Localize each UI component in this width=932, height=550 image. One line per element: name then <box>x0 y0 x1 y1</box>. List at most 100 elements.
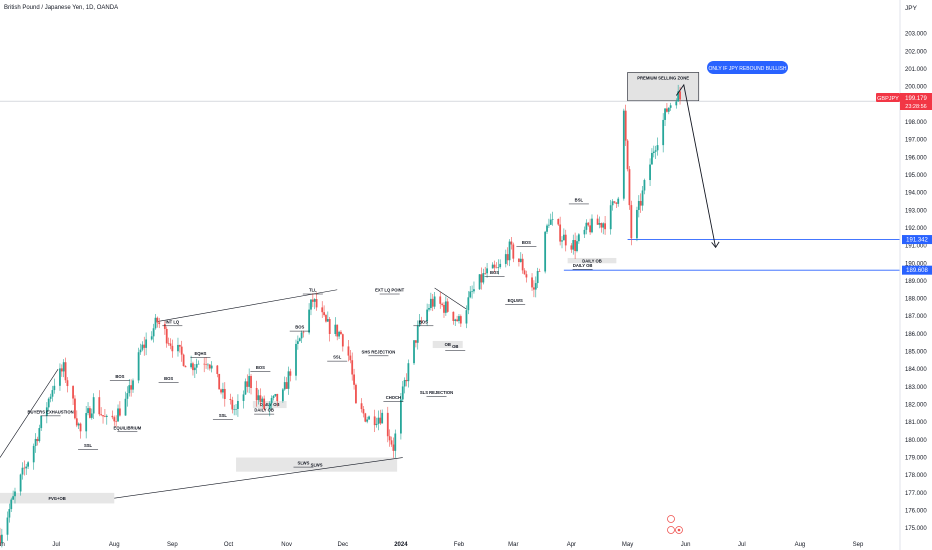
annotation-label[interactable]: DAILY OB <box>254 408 274 413</box>
candle-body <box>118 408 121 416</box>
candle-body <box>473 289 475 292</box>
candle-body <box>141 344 144 350</box>
trendline[interactable] <box>434 287 467 310</box>
annotation-label[interactable]: BOS <box>295 325 304 330</box>
candle-body <box>609 205 612 230</box>
trendline[interactable] <box>0 369 59 458</box>
y-tick-label: 178.000 <box>905 473 927 479</box>
candle-body <box>534 283 537 290</box>
candle-body <box>237 400 239 409</box>
candle-body <box>85 413 88 432</box>
candle-body <box>469 291 472 298</box>
candle-body <box>598 223 601 225</box>
candle-body <box>154 317 157 329</box>
annotation-label[interactable]: EQHS <box>195 351 207 356</box>
callout-note[interactable]: ONLY IF JPY REBOUND BULLISH <box>707 61 788 74</box>
trendline[interactable] <box>157 289 338 322</box>
y-tick-label: 192.000 <box>905 226 927 232</box>
candle-body <box>486 268 488 274</box>
candle-body <box>521 258 524 271</box>
chart-replay-icon[interactable] <box>667 515 675 523</box>
candle-body <box>150 336 153 340</box>
annotation-label[interactable]: SSL <box>84 443 93 448</box>
settings-icon[interactable] <box>667 526 675 534</box>
annotation-label[interactable]: BOS <box>419 319 428 324</box>
y-tick-label: 187.000 <box>905 314 927 320</box>
annotation-label[interactable]: SLWS <box>298 461 310 466</box>
candle-body <box>600 223 603 228</box>
annotation-label[interactable]: BUYERS EXHAUSTION <box>28 409 74 414</box>
candle-body <box>491 264 494 269</box>
annotation-label[interactable]: BOS <box>522 240 531 245</box>
annotation-label[interactable]: BOS <box>164 376 173 381</box>
zone-box[interactable] <box>236 457 398 472</box>
annotation-label[interactable]: TLL <box>309 288 317 293</box>
candle-body <box>626 140 629 170</box>
level-2-tag[interactable]: 189.608 <box>902 265 932 275</box>
annotation-label[interactable]: BOS <box>490 270 499 275</box>
zone-box[interactable] <box>567 257 617 264</box>
x-tick-label: Oct <box>224 542 234 548</box>
candle-body <box>679 91 681 100</box>
candle-body <box>100 414 103 416</box>
alert-icon[interactable] <box>675 526 683 534</box>
candle-body <box>60 368 63 372</box>
trendline[interactable] <box>114 457 403 499</box>
candle-body <box>248 376 251 387</box>
candle-body <box>197 363 200 365</box>
annotation-label[interactable]: OB <box>452 344 458 349</box>
x-tick-label: Mar <box>508 542 518 548</box>
x-tick-label: Feb <box>454 542 465 548</box>
candle-body <box>454 319 457 321</box>
annotation-label[interactable]: CHOCH <box>386 395 401 400</box>
candle-body <box>525 274 528 278</box>
zone-box[interactable] <box>432 340 463 349</box>
candle-body <box>87 408 89 414</box>
candle-body <box>51 390 54 397</box>
candle-body <box>551 218 554 220</box>
annotation-label[interactable]: BOS <box>115 374 124 379</box>
candle-body <box>23 467 26 469</box>
annotation-label[interactable]: SLS REJECTION <box>420 390 453 395</box>
candle-body <box>274 393 277 396</box>
candle-body <box>261 398 264 402</box>
annotation-label[interactable]: DAILY OB <box>573 263 593 268</box>
annotation-label[interactable]: EQLWS <box>508 298 523 303</box>
y-tick-label: 176.000 <box>905 509 927 515</box>
candle-body <box>268 402 271 410</box>
candle-body <box>518 258 520 262</box>
x-tick-label: Aug <box>109 542 120 548</box>
candle-body <box>628 169 631 206</box>
zone-box[interactable] <box>0 492 115 504</box>
annotation-label[interactable]: EXT LQ POINT <box>375 288 405 293</box>
candle-body <box>405 379 408 382</box>
annotation-label[interactable]: BOS <box>256 365 265 370</box>
candle-body <box>145 339 148 348</box>
current-price-tag[interactable]: 199.179 23:28:56 <box>900 93 932 110</box>
candle-body <box>295 343 297 376</box>
annotation-label[interactable]: BSL <box>575 197 584 202</box>
candle-body <box>205 364 207 365</box>
zone-box[interactable] <box>627 72 700 102</box>
annotation-label[interactable]: SSL <box>333 355 342 360</box>
annotation-label[interactable]: SHS REJECTION <box>362 349 396 354</box>
annotation-label[interactable]: SSL <box>219 413 228 418</box>
candle-body <box>14 491 16 497</box>
candle-body <box>394 433 397 451</box>
annotation-label[interactable]: EQUILIBRIUM <box>114 425 142 430</box>
annotation-label[interactable]: INT LQ <box>165 319 179 324</box>
x-tick-label: 2024 <box>394 542 408 548</box>
level-1-tag[interactable]: 191.342 <box>902 235 932 245</box>
candle-body <box>59 368 61 386</box>
x-tick-label: Jul <box>52 542 60 548</box>
candle-body <box>562 234 565 241</box>
projection-path[interactable] <box>675 83 717 248</box>
candle-body <box>446 301 449 312</box>
candle-body <box>298 338 301 342</box>
y-tick-label: 200.000 <box>905 85 927 91</box>
candle-body <box>664 108 666 120</box>
candle-body <box>111 415 114 418</box>
candle-body <box>630 205 633 239</box>
candle-body <box>480 274 483 283</box>
